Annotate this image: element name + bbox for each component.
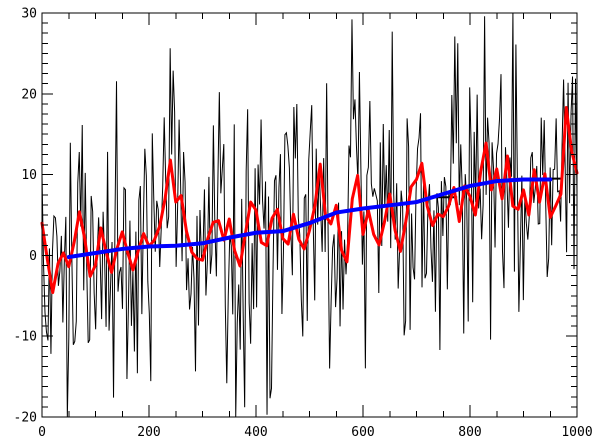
y-tick-label: 10 bbox=[21, 168, 37, 183]
y-axis-ticks bbox=[42, 12, 577, 418]
series-trend-line bbox=[66, 177, 553, 260]
x-tick-label: 400 bbox=[244, 425, 267, 440]
y-tick-label: 20 bbox=[21, 87, 37, 102]
series-smoothed-data bbox=[40, 106, 579, 295]
x-tick-label: 200 bbox=[137, 425, 160, 440]
y-tick-label: 0 bbox=[29, 249, 37, 264]
y-tick-label: -20 bbox=[14, 411, 37, 426]
x-tick-label: 800 bbox=[458, 425, 481, 440]
x-axis-ticks bbox=[41, 13, 578, 417]
x-tick-label: 1000 bbox=[561, 425, 592, 440]
y-axis-labels: -20 -10 0 10 20 30 bbox=[14, 7, 37, 426]
y-tick-label: 30 bbox=[21, 7, 37, 22]
y-tick-label: -10 bbox=[14, 330, 37, 345]
x-tick-label: 600 bbox=[351, 425, 374, 440]
x-tick-label: 0 bbox=[38, 425, 46, 440]
series-raw-noisy-data bbox=[41, 12, 578, 418]
x-axis-labels: 0 200 400 600 800 1000 bbox=[38, 425, 593, 440]
plot-frame bbox=[41, 12, 578, 418]
